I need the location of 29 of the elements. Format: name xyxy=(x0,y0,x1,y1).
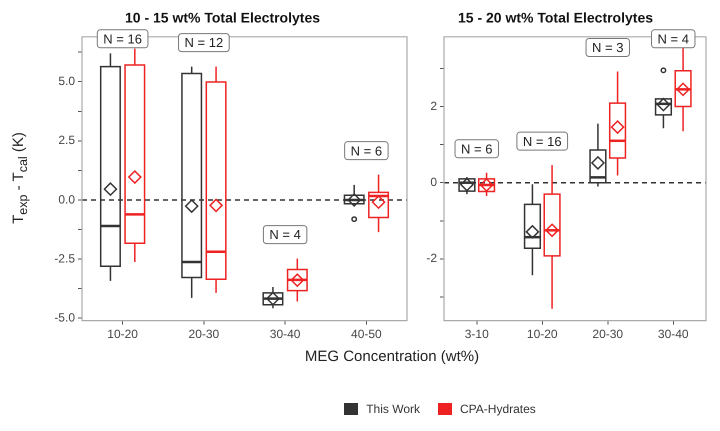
y-tick-label: 0 xyxy=(430,175,438,190)
x-tick-label: 20-30 xyxy=(592,327,624,342)
annotation: N = 4 xyxy=(658,31,689,46)
annotation: N = 4 xyxy=(269,227,301,242)
legend-label: This Work xyxy=(366,402,420,416)
y-tick-label: -5.0 xyxy=(54,310,76,325)
x-tick-label: 30-40 xyxy=(270,327,301,342)
annotation: N = 16 xyxy=(522,134,562,149)
y-tick-label: 2 xyxy=(430,98,438,113)
chart-title: 15 - 20 wt% Total Electrolytes xyxy=(458,9,654,26)
chart-title: 10 - 15 wt% Total Electrolytes xyxy=(124,9,320,26)
annotation: N = 6 xyxy=(350,143,382,158)
x-tick-label: 10-20 xyxy=(526,327,558,342)
annotation: N = 16 xyxy=(103,31,142,46)
x-tick-label: 10-20 xyxy=(107,327,138,342)
legend-label: CPA-Hydrates xyxy=(460,402,536,416)
y-tick-label: -2.5 xyxy=(54,251,76,266)
y-tick-label: 0.0 xyxy=(58,192,76,206)
x-axis-title: MEG Concentration (wt%) xyxy=(304,348,480,365)
y-tick-label: 2.5 xyxy=(58,133,76,148)
y-tick-label: -2 xyxy=(426,251,438,266)
x-tick-label: 30-40 xyxy=(658,327,689,342)
annotation: N = 3 xyxy=(592,40,624,56)
y-tick-label: 5.0 xyxy=(58,74,76,88)
x-tick-label: 20-30 xyxy=(188,327,220,342)
x-tick-label: 3-10 xyxy=(464,327,490,342)
annotation: N = 6 xyxy=(461,141,492,156)
annotation: N = 12 xyxy=(184,35,224,50)
x-tick-label: 40-50 xyxy=(351,327,382,342)
